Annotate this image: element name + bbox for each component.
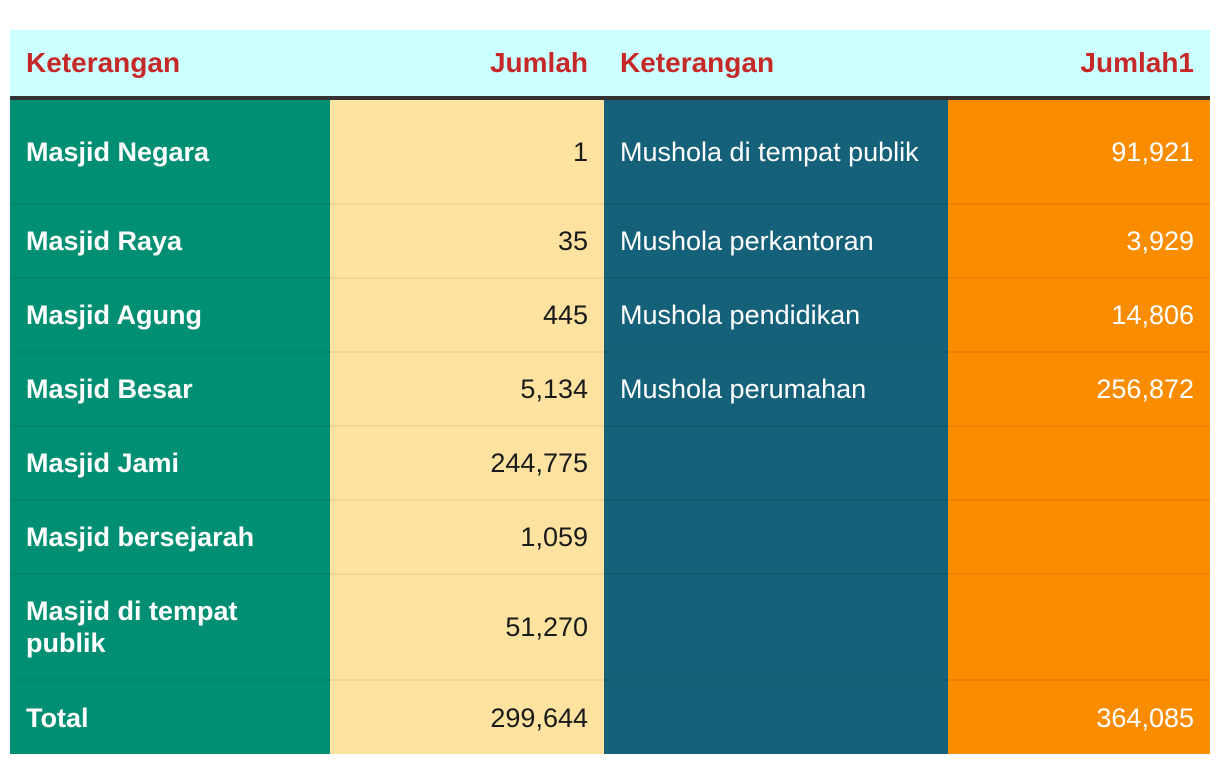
cell-value-2 <box>948 500 1210 575</box>
header-jumlah1: Jumlah1 <box>948 30 1210 100</box>
cell-label-2: Mushola perumahan <box>604 352 948 427</box>
cell-label: Masjid bersejarah <box>10 500 330 575</box>
cell-value-2: 3,929 <box>948 204 1210 279</box>
table-row: Masjid bersejarah 1,059 <box>10 500 1210 575</box>
cell-value: 299,644 <box>330 680 604 754</box>
cell-label: Total <box>10 680 330 754</box>
cell-value-2 <box>948 574 1210 681</box>
table-row: Masjid Raya 35 Mushola perkantoran 3,929 <box>10 204 1210 279</box>
cell-value: 35 <box>330 204 604 279</box>
header-row: Keterangan Jumlah Keterangan Jumlah1 <box>10 30 1210 100</box>
cell-label-2: Mushola perkantoran <box>604 204 948 279</box>
header-keterangan: Keterangan <box>10 30 330 100</box>
cell-label-2: Mushola pendidikan <box>604 278 948 353</box>
cell-label: Masjid Negara <box>10 98 330 205</box>
cell-label: Masjid Jami <box>10 426 330 501</box>
table-header: Keterangan Jumlah Keterangan Jumlah1 <box>10 30 1210 100</box>
cell-value-2: 91,921 <box>948 98 1210 205</box>
cell-label-2 <box>604 426 948 501</box>
cell-value: 1,059 <box>330 500 604 575</box>
cell-value: 5,134 <box>330 352 604 427</box>
cell-value: 1 <box>330 98 604 205</box>
table-row: Masjid Agung 445 Mushola pendidikan 14,806 <box>10 278 1210 353</box>
cell-value: 445 <box>330 278 604 353</box>
cell-label: Masjid Raya <box>10 204 330 279</box>
table-row: Masjid di tempat publik 51,270 <box>10 574 1210 681</box>
cell-label: Masjid Besar <box>10 352 330 427</box>
data-table-container: Keterangan Jumlah Keterangan Jumlah1 Mas… <box>10 30 1210 754</box>
table-row: Masjid Besar 5,134 Mushola perumahan 256,87… <box>10 352 1210 427</box>
cell-value-2: 364,085 <box>948 680 1210 754</box>
cell-label-2 <box>604 680 948 754</box>
header-jumlah: Jumlah <box>330 30 604 100</box>
cell-label-2 <box>604 500 948 575</box>
cell-label-2: Mushola di tempat publik <box>604 98 948 205</box>
cell-label: Masjid Agung <box>10 278 330 353</box>
table-row: Total 299,644 364,085 <box>10 680 1210 754</box>
cell-value: 51,270 <box>330 574 604 681</box>
table-body: Masjid Negara 1 Mushola di tempat publik 91… <box>10 98 1210 754</box>
table-row: Masjid Negara 1 Mushola di tempat publik 91… <box>10 98 1210 205</box>
cell-label-2 <box>604 574 948 681</box>
cell-value-2 <box>948 426 1210 501</box>
cell-value-2: 14,806 <box>948 278 1210 353</box>
table-row: Masjid Jami 244,775 <box>10 426 1210 501</box>
header-keterangan-2: Keterangan <box>604 30 948 100</box>
mosque-data-table: Keterangan Jumlah Keterangan Jumlah1 Mas… <box>10 30 1210 754</box>
cell-label: Masjid di tempat publik <box>10 574 330 681</box>
cell-value: 244,775 <box>330 426 604 501</box>
cell-value-2: 256,872 <box>948 352 1210 427</box>
